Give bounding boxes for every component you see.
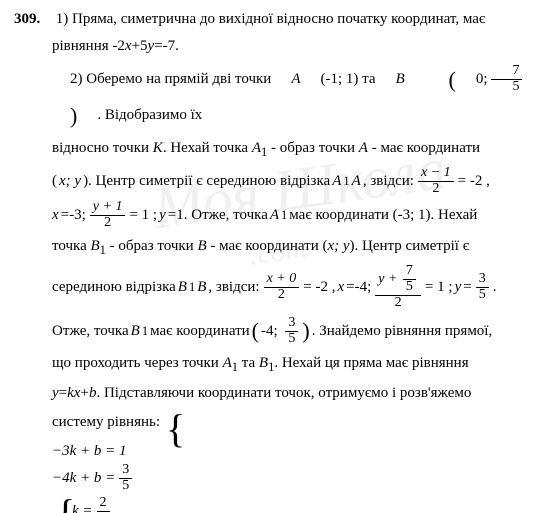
pt-B1: B: [90, 238, 99, 254]
t: =-4;: [346, 276, 371, 299]
t: - має координати: [368, 140, 480, 156]
sub: 1: [343, 172, 349, 191]
system-2: { k = 25 b = 115: [56, 496, 119, 513]
t: =: [59, 385, 67, 401]
var-x: x: [337, 276, 344, 299]
t: . Відобразимо їх: [79, 104, 202, 127]
pt-A1: A: [252, 140, 261, 156]
var-x: x: [52, 204, 59, 227]
t: = -2 ,: [458, 170, 490, 193]
t: A: [332, 170, 341, 193]
t: =: [463, 276, 471, 299]
pt-A: A: [273, 68, 300, 91]
xy: x; y: [59, 170, 81, 193]
t: відносно точки: [52, 140, 153, 156]
frac-nested: y + 75 2: [373, 264, 423, 310]
var-y: y: [159, 204, 166, 227]
t: Отже, точка: [52, 320, 129, 343]
t: A: [223, 355, 232, 371]
system-1: {: [166, 411, 182, 434]
sub: 1: [142, 322, 148, 341]
t: . Знайдемо рівняння прямої,: [312, 320, 492, 343]
t: що проходить через точки: [52, 355, 223, 371]
t: A: [352, 170, 361, 193]
t: має координати: [150, 320, 250, 343]
xy: x; y: [327, 238, 349, 254]
t: ). Центр симетрії є серединою відрізка: [83, 170, 330, 193]
t: =-3;: [61, 204, 86, 227]
frac-3-5b: 35: [283, 316, 300, 346]
t: точка: [52, 238, 90, 254]
var-y: y: [52, 385, 59, 401]
problem-number: 309.: [14, 8, 52, 31]
t: має координати (-3; 1). Нехай: [289, 204, 477, 227]
t: =1. Отже, точка: [168, 204, 268, 227]
t: = 1 ;: [425, 276, 453, 299]
t: 0;: [458, 68, 488, 91]
t: 2) Оберемо на прямій дві точки: [52, 68, 271, 91]
sub: 1: [281, 206, 287, 225]
frac-x0-2: x + 02: [262, 272, 302, 302]
t: .: [493, 276, 497, 299]
p1-eq-c: =-7.: [154, 38, 179, 54]
t: ). Центр симетрії є: [350, 238, 470, 254]
pt-B: B: [378, 68, 405, 91]
t: (: [52, 170, 57, 193]
p1-eq-b: +5: [132, 38, 148, 54]
frac-7-5: 75: [489, 64, 524, 94]
frac-y1-2: y + 12: [88, 200, 128, 230]
t: - образ точки: [267, 140, 359, 156]
pt-A: A: [359, 140, 368, 156]
t: (-1; 1) та: [303, 68, 376, 91]
t: +: [80, 385, 88, 401]
t: B: [131, 320, 140, 343]
t: . Нехай точка: [163, 140, 252, 156]
t: = -2 ,: [303, 276, 335, 299]
p1-eq-a: рівняння -2: [52, 38, 125, 54]
pt-K: K: [153, 140, 163, 156]
t: = 1 ;: [129, 204, 157, 227]
t: , звідси:: [208, 276, 259, 299]
t: серединою відрізка: [52, 276, 176, 299]
var-y: y: [455, 276, 462, 299]
t: систему рівнянь:: [52, 411, 160, 434]
p1-line1: 1) Пряма, симетрична до вихідної відносн…: [56, 11, 486, 27]
frac-3-5: 35: [474, 272, 491, 302]
pt-B: B: [197, 238, 206, 254]
t: B: [259, 355, 268, 371]
t: B: [197, 276, 206, 299]
var-kx: kx: [67, 385, 80, 401]
t: - образ точки: [106, 238, 198, 254]
sub: 1: [189, 278, 195, 297]
var-x: x: [125, 38, 132, 54]
t: A: [270, 204, 279, 227]
solution-body: 309. 1) Пряма, симетрична до вихідної ві…: [14, 8, 544, 513]
t: . Підставляючи координати точок, отримує…: [96, 385, 471, 401]
t: та: [238, 355, 259, 371]
t: , звідси:: [363, 170, 414, 193]
t: - має координати (: [207, 238, 328, 254]
t: B: [178, 276, 187, 299]
frac-x-1-2: x − 12: [416, 166, 456, 196]
t: . Нехай ця пряма має рівняння: [274, 355, 468, 371]
